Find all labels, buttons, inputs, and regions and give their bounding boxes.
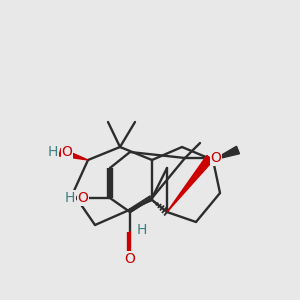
Text: H: H <box>65 191 75 205</box>
Polygon shape <box>213 146 239 160</box>
Polygon shape <box>59 148 88 160</box>
Polygon shape <box>167 155 213 212</box>
Text: O: O <box>61 145 72 159</box>
Text: O: O <box>211 151 221 165</box>
Text: H: H <box>137 223 147 237</box>
Text: O: O <box>78 191 88 205</box>
Text: O: O <box>124 252 135 266</box>
Text: H: H <box>48 145 58 159</box>
